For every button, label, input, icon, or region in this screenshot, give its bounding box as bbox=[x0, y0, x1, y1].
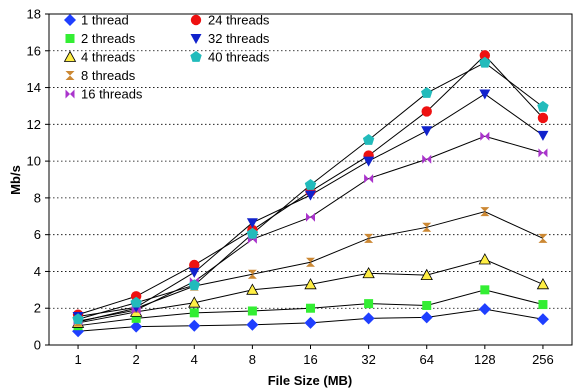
series-markers bbox=[71, 50, 550, 338]
legend-marker-24-threads bbox=[190, 14, 202, 26]
x-axis-title: File Size (MB) bbox=[268, 373, 353, 388]
y-tick-label: 2 bbox=[34, 301, 41, 316]
point-4-threads bbox=[304, 277, 317, 290]
y-tick-label: 6 bbox=[34, 227, 41, 242]
series-line-4-threads bbox=[77, 258, 544, 324]
x-tick-label: 128 bbox=[474, 352, 496, 367]
point-1-thread bbox=[246, 318, 259, 331]
y-tick-label: 10 bbox=[27, 154, 41, 169]
legend-marker-4-threads bbox=[63, 50, 77, 62]
point-32-threads bbox=[188, 267, 200, 278]
point-16-threads bbox=[306, 212, 315, 222]
legend-marker-32-threads bbox=[190, 34, 202, 44]
legend-label-4-threads: 4 threads bbox=[81, 50, 136, 65]
point-2-threads bbox=[538, 300, 548, 310]
point-32-threads bbox=[363, 156, 375, 167]
x-tick-label: 1 bbox=[74, 352, 81, 367]
point-32-threads bbox=[305, 190, 316, 201]
y-tick-label: 8 bbox=[34, 190, 41, 205]
point-32-threads bbox=[537, 130, 549, 141]
point-40-threads bbox=[72, 313, 84, 325]
legend-marker-1-thread bbox=[64, 14, 76, 26]
point-24-threads bbox=[189, 259, 200, 271]
legend-marker-8-threads bbox=[65, 71, 75, 80]
legend-marker-40-threads bbox=[190, 51, 202, 62]
point-32-threads bbox=[421, 126, 433, 137]
point-1-thread bbox=[536, 313, 549, 326]
series-line-16-threads bbox=[77, 135, 544, 322]
point-1-thread bbox=[362, 312, 375, 325]
legend-label-1-thread: 1 thread bbox=[81, 13, 129, 28]
legend: 1 thread 2 threads 4 threads 8 threads 16 th… bbox=[63, 13, 270, 102]
point-4-threads bbox=[536, 277, 550, 290]
point-40-threads bbox=[304, 179, 317, 190]
point-1-thread bbox=[420, 311, 433, 324]
legend-marker-16-threads bbox=[65, 89, 75, 99]
point-40-threads bbox=[479, 56, 491, 68]
point-24-threads bbox=[479, 50, 491, 61]
point-8-threads bbox=[538, 233, 548, 243]
y-tick-label: 18 bbox=[27, 7, 41, 22]
point-4-threads bbox=[246, 283, 259, 295]
point-2-threads bbox=[306, 303, 315, 313]
point-1-thread bbox=[478, 303, 491, 316]
point-2-threads bbox=[189, 308, 199, 318]
x-tick-label: 64 bbox=[419, 352, 433, 367]
point-40-threads bbox=[188, 279, 200, 291]
point-40-threads bbox=[130, 296, 142, 308]
legend-label-2-threads: 2 threads bbox=[81, 31, 136, 46]
point-4-threads bbox=[188, 296, 201, 308]
point-8-threads bbox=[364, 233, 374, 243]
point-8-threads bbox=[306, 257, 315, 267]
legend-label-40-threads: 40 threads bbox=[208, 50, 270, 65]
y-tick-label: 12 bbox=[27, 117, 41, 132]
point-32-threads bbox=[246, 218, 258, 229]
x-tick-label: 8 bbox=[249, 352, 256, 367]
legend-label-24-threads: 24 threads bbox=[208, 13, 270, 28]
point-16-threads bbox=[422, 154, 432, 164]
point-16-threads bbox=[364, 174, 374, 184]
point-8-threads bbox=[422, 222, 432, 232]
point-4-threads bbox=[362, 266, 375, 279]
point-40-threads bbox=[246, 227, 259, 239]
y-tick-label: 0 bbox=[34, 338, 41, 353]
y-axis-title: Mb/s bbox=[8, 165, 23, 195]
y-tick-label: 16 bbox=[27, 43, 41, 58]
x-tick-label: 4 bbox=[191, 352, 198, 367]
point-2-threads bbox=[422, 300, 432, 310]
point-2-threads bbox=[364, 299, 374, 309]
point-40-threads bbox=[421, 87, 433, 98]
point-8-threads bbox=[247, 269, 257, 279]
point-24-threads bbox=[421, 106, 432, 117]
x-tick-label: 32 bbox=[361, 352, 375, 367]
point-2-threads bbox=[247, 306, 257, 316]
point-40-threads bbox=[362, 133, 375, 145]
point-16-threads bbox=[480, 131, 490, 141]
y-tick-label: 14 bbox=[27, 80, 41, 95]
legend-marker-2-threads bbox=[65, 34, 75, 43]
point-1-thread bbox=[130, 320, 143, 333]
point-4-threads bbox=[478, 253, 492, 265]
x-tick-label: 16 bbox=[303, 352, 317, 367]
point-2-threads bbox=[480, 285, 490, 295]
point-1-thread bbox=[304, 316, 317, 329]
x-tick-label: 2 bbox=[133, 352, 140, 367]
point-4-threads bbox=[420, 268, 433, 281]
point-24-threads bbox=[537, 112, 549, 124]
legend-label-16-threads: 16 threads bbox=[81, 87, 143, 102]
point-1-thread bbox=[188, 319, 201, 332]
point-40-threads bbox=[537, 100, 549, 112]
point-2-threads bbox=[131, 313, 141, 323]
y-tick-label: 4 bbox=[34, 264, 41, 279]
point-16-threads bbox=[538, 148, 548, 158]
point-8-threads bbox=[480, 207, 490, 217]
legend-label-8-threads: 8 threads bbox=[81, 68, 136, 83]
legend-label-32-threads: 32 threads bbox=[208, 31, 270, 46]
point-32-threads bbox=[479, 89, 491, 100]
x-tick-label: 256 bbox=[532, 352, 554, 367]
